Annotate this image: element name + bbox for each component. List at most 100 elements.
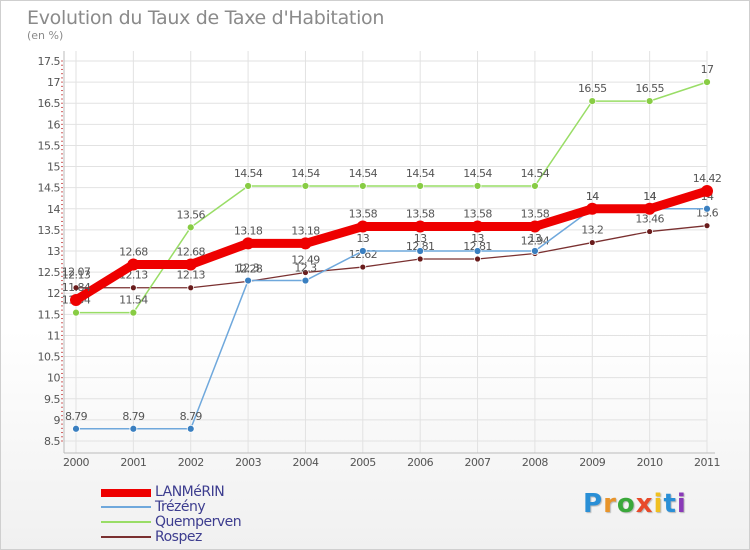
y-tick-label: 17	[47, 76, 60, 89]
data-point-lanmerin	[643, 202, 656, 215]
data-label-rospez: 13.46	[635, 213, 664, 226]
data-label-quemperven: 14.54	[234, 167, 263, 180]
data-label-lanmerin: 13.58	[349, 208, 378, 221]
y-tick-label: 13	[47, 245, 60, 258]
x-tick-label: 2003	[235, 456, 261, 469]
legend-label-trezeny: Trézény	[155, 499, 206, 515]
data-label-rospez: 13.6	[696, 207, 719, 220]
data-point-trezeny	[416, 247, 425, 255]
logo-letter: x	[635, 489, 654, 519]
data-label-lanmerin: 13.58	[521, 208, 550, 221]
logo-letter: i	[653, 489, 664, 519]
data-label-quemperven: 16.55	[578, 82, 607, 95]
y-tick-label: 14.5	[38, 182, 61, 195]
data-label-lanmerin: 14.42	[693, 172, 722, 185]
data-label-quemperven: 17	[701, 63, 714, 76]
data-label-trezeny: 13	[356, 232, 369, 245]
data-point-lanmerin	[127, 258, 140, 271]
data-point-quemperven	[588, 97, 597, 106]
data-point-rospez	[359, 263, 367, 271]
data-label-extra: 12.07	[62, 265, 91, 278]
data-point-quemperven	[416, 182, 425, 190]
data-label-trezeny: 8.79	[122, 410, 145, 423]
y-tick-label: 13.5	[38, 224, 61, 237]
y-tick-label: 16	[47, 118, 60, 131]
y-tick-label: 11.5	[38, 308, 61, 321]
y-tick-label: 16.5	[38, 97, 61, 110]
data-point-trezeny	[703, 204, 711, 213]
data-label-lanmerin: 11.84	[62, 281, 91, 294]
data-label-lanmerin: 13.18	[291, 224, 320, 237]
data-label-rospez: 12.81	[406, 240, 435, 253]
data-point-lanmerin	[242, 237, 255, 250]
data-label-lanmerin: 13.58	[406, 208, 435, 221]
data-point-trezeny	[358, 247, 367, 255]
y-tick-label: 11	[47, 329, 60, 342]
logo-letter: o	[616, 489, 636, 519]
y-tick-label: 8.5	[44, 435, 60, 448]
data-label-quemperven: 14.54	[349, 167, 378, 180]
y-tick-label: 17.5	[38, 55, 61, 68]
legend-swatch-lanmerin	[101, 489, 151, 497]
legend-label-rospez: Rospez	[155, 529, 202, 545]
logo-letter: i	[676, 489, 687, 519]
data-point-lanmerin	[528, 220, 541, 233]
data-label-trezeny: 8.79	[65, 410, 88, 423]
chart-title: Evolution du Taux de Taxe d'Habitation	[27, 7, 385, 29]
logo-letter: r	[603, 489, 617, 519]
data-label-rospez: 12.13	[62, 269, 91, 282]
data-label-quemperven: 13.56	[176, 208, 205, 221]
data-point-rospez	[72, 284, 80, 292]
data-point-trezeny	[72, 424, 80, 433]
data-point-quemperven	[244, 182, 252, 190]
x-tick-label: 2002	[178, 456, 204, 469]
data-label-trezeny: 13	[529, 232, 542, 245]
data-label-trezeny: 13	[414, 232, 427, 245]
x-tick-label: 2004	[292, 456, 318, 469]
data-label-quemperven: 14.54	[291, 167, 320, 180]
series-line-trezeny	[75, 208, 708, 430]
legend-swatch-trezeny	[101, 506, 151, 508]
data-point-lanmerin	[586, 202, 599, 215]
data-label-quemperven: 14.54	[463, 167, 492, 180]
y-tick-label: 12	[47, 287, 60, 300]
data-point-quemperven	[531, 182, 539, 190]
y-tick-label: 9.5	[44, 393, 60, 406]
y-tick-label: 15	[47, 161, 60, 174]
data-label-quemperven: 14.54	[521, 167, 550, 180]
data-point-quemperven	[72, 308, 80, 317]
data-point-trezeny	[186, 424, 195, 433]
data-point-rospez	[474, 255, 481, 263]
data-point-rospez	[588, 239, 596, 246]
data-point-trezeny	[244, 276, 252, 285]
legend-label-lanmerin: LANMéRIN	[155, 484, 225, 500]
data-label-lanmerin: 12.68	[176, 246, 205, 259]
data-label-lanmerin: 14	[586, 190, 599, 203]
data-point-lanmerin	[184, 258, 197, 271]
data-point-quemperven	[129, 308, 138, 317]
data-label-rospez: 12.28	[234, 262, 263, 275]
data-label-trezeny: 12.3	[237, 262, 260, 275]
logo-letter: t	[663, 489, 677, 519]
data-point-lanmerin	[356, 220, 369, 233]
data-label-lanmerin: 13.18	[234, 224, 263, 237]
data-point-trezeny	[531, 247, 539, 255]
x-tick-label: 2007	[465, 456, 491, 469]
data-label-quemperven: 11.54	[119, 294, 148, 307]
data-label-trezeny: 8.79	[180, 410, 203, 423]
data-point-lanmerin	[471, 220, 484, 233]
data-point-trezeny	[473, 247, 482, 255]
data-point-lanmerin	[70, 293, 82, 306]
data-point-trezeny	[301, 276, 310, 285]
data-label-rospez: 12.81	[463, 240, 492, 253]
data-point-rospez	[703, 222, 711, 230]
data-label-lanmerin: 13.58	[463, 208, 492, 221]
data-label-trezeny: 12.3	[294, 262, 317, 275]
x-tick-label: 2006	[407, 456, 433, 469]
proxiti-logo[interactable]: Proxiti	[583, 489, 687, 519]
y-tick-label: 9	[54, 414, 61, 427]
data-label-trezeny: 14	[643, 190, 656, 203]
y-tick-label: 10	[47, 372, 60, 385]
y-tick-label: 14	[47, 203, 60, 216]
data-point-quemperven	[645, 97, 654, 106]
